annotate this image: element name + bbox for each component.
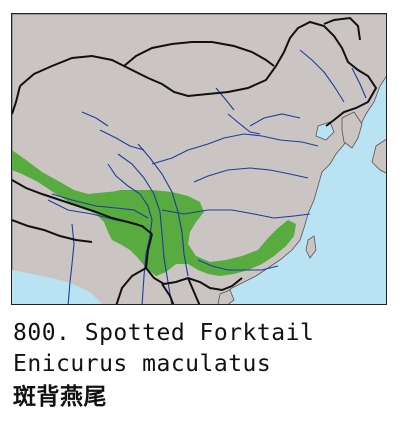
map-svg xyxy=(12,14,386,304)
species-title: 800. Spotted Forktail xyxy=(13,320,315,346)
bay-of-bengal xyxy=(12,270,102,304)
hainan-island xyxy=(217,289,235,304)
rivers xyxy=(47,49,367,304)
scientific-name: Enicurus maculatus xyxy=(13,351,272,377)
chinese-name: 斑背燕尾 xyxy=(13,384,107,410)
range-area-central xyxy=(72,190,296,276)
mongolia-border xyxy=(123,41,275,67)
borders xyxy=(12,16,378,304)
yellow-sea xyxy=(315,121,335,141)
taiwan-island xyxy=(305,235,317,259)
korea-peninsula xyxy=(341,111,363,149)
japan-island xyxy=(371,138,386,174)
range-map xyxy=(11,13,387,305)
